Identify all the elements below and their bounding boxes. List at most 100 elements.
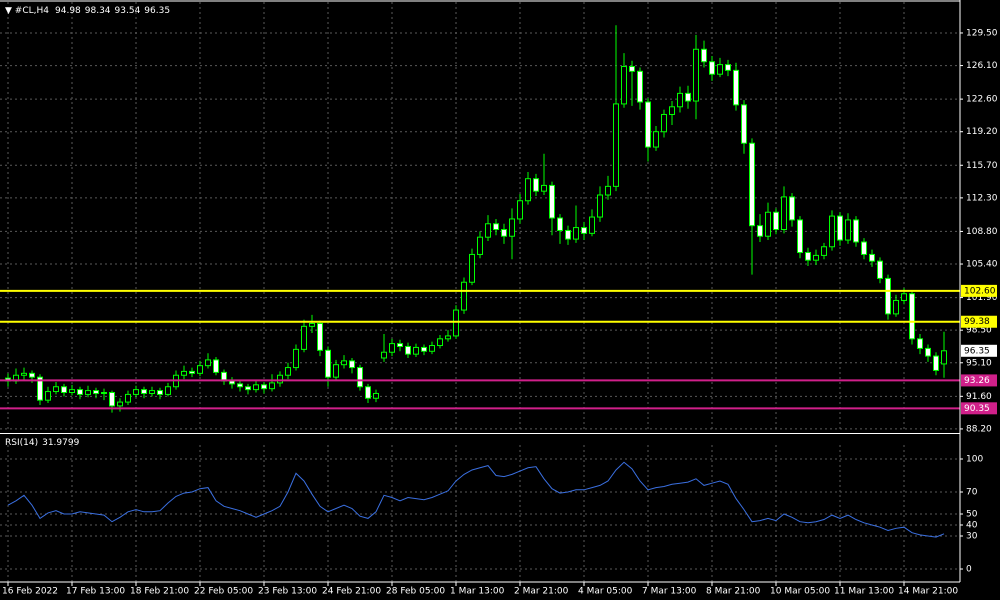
x-tick-label: 28 Feb 05:00 xyxy=(386,587,445,597)
x-tick-label: 8 Mar 21:00 xyxy=(706,587,761,597)
candle-body xyxy=(37,376,43,401)
symbol: #CL,H4 xyxy=(15,6,49,16)
candle-body xyxy=(349,360,355,369)
x-tick-label: 24 Feb 21:00 xyxy=(322,587,381,597)
price-label-box xyxy=(961,344,997,357)
candle-body xyxy=(797,219,803,254)
candle-body xyxy=(429,345,435,352)
candle-body xyxy=(269,382,275,390)
candle-body xyxy=(493,223,499,231)
candle-body xyxy=(525,178,531,202)
x-tick-label: 11 Mar 13:00 xyxy=(834,587,894,597)
candle-body xyxy=(661,113,667,133)
candle-body xyxy=(925,347,931,357)
y-tick-label: 0 xyxy=(966,565,972,575)
candle-body xyxy=(773,211,779,231)
candle-body xyxy=(357,367,363,388)
candle-body xyxy=(469,253,475,283)
y-tick-label: 30 xyxy=(966,532,978,542)
candle-body xyxy=(341,360,347,366)
price-label: 96.35 xyxy=(964,346,990,356)
candle-body xyxy=(549,184,555,219)
candle-body xyxy=(317,322,323,351)
candle-body xyxy=(709,61,715,75)
y-tick-label: 105.40 xyxy=(966,260,998,270)
y-tick-label: 101.90 xyxy=(966,293,998,303)
candle-body xyxy=(277,374,283,384)
candle-body xyxy=(621,66,627,105)
header-low: 93.54 xyxy=(115,6,141,16)
candle-body xyxy=(413,346,419,355)
y-tick-label: 70 xyxy=(966,487,978,497)
candle-body xyxy=(85,390,91,395)
x-tick-label: 10 Mar 05:00 xyxy=(770,587,830,597)
candle-body xyxy=(141,389,147,394)
rsi-line xyxy=(7,461,945,538)
candle-body xyxy=(885,277,891,315)
header-close: 96.35 xyxy=(144,6,170,16)
candle-body xyxy=(813,254,819,261)
header: ▼ #CL,H4 94.98 98.34 93.54 96.35 xyxy=(5,6,170,16)
level-label-box xyxy=(961,374,997,387)
candle-body xyxy=(229,380,235,385)
candle-body xyxy=(589,216,595,234)
candle-body xyxy=(685,92,691,102)
rsi-last: 31.9799 xyxy=(42,438,79,448)
candle-body xyxy=(653,131,659,148)
candle-body xyxy=(245,386,251,391)
candle-body xyxy=(133,389,139,395)
y-tick-label: 50 xyxy=(966,510,978,520)
candle-body xyxy=(613,103,619,187)
marks-layer xyxy=(0,25,960,538)
candle-body xyxy=(597,194,603,218)
x-tick-label: 16 Feb 2022 xyxy=(2,587,58,597)
candle-body xyxy=(213,359,219,373)
y-tick-label: 126.10 xyxy=(966,61,998,71)
candle-body xyxy=(909,293,915,340)
y-tick-label: 40 xyxy=(966,521,978,531)
candle-body xyxy=(645,101,651,148)
candle-body xyxy=(149,390,155,394)
candle-body xyxy=(565,229,571,240)
candle-body xyxy=(477,236,483,255)
grid-layer xyxy=(0,2,960,582)
x-tick-label: 4 Mar 05:00 xyxy=(578,587,633,597)
candle-body xyxy=(517,200,523,220)
candle-body xyxy=(533,178,539,192)
x-tick-label: 1 Mar 13:00 xyxy=(450,587,505,597)
x-tick-label: 2 Mar 21:00 xyxy=(514,587,569,597)
candle-body xyxy=(53,386,59,393)
header-open: 94.98 xyxy=(55,6,81,16)
candle-body xyxy=(741,104,747,144)
candle-body xyxy=(45,391,51,401)
level-label-box xyxy=(961,315,997,328)
candle-body xyxy=(789,196,795,221)
candle-body xyxy=(509,218,515,237)
y-tick-label: 129.50 xyxy=(966,28,998,38)
level-label: 93.26 xyxy=(964,376,990,386)
x-tick-label: 7 Mar 13:00 xyxy=(642,587,697,597)
candle-body xyxy=(237,383,243,388)
y-tick-label: 95.10 xyxy=(966,358,992,368)
candle-body xyxy=(749,142,755,227)
candle-body xyxy=(765,211,771,237)
candle-body xyxy=(101,391,107,394)
candle-body xyxy=(69,389,75,393)
level-label: 99.38 xyxy=(964,317,990,327)
candle-body xyxy=(877,260,883,279)
candle-body xyxy=(285,367,291,376)
candle-body xyxy=(573,227,579,240)
level-label: 90.35 xyxy=(964,404,990,414)
candle-body xyxy=(541,184,547,192)
y-tick-label: 122.60 xyxy=(966,95,998,105)
candle-body xyxy=(829,215,835,248)
y-tick-label: 108.80 xyxy=(966,227,998,237)
candle-body xyxy=(181,370,187,376)
candle-body xyxy=(901,293,907,301)
candle-body xyxy=(677,92,683,108)
x-tick-label: 23 Feb 13:00 xyxy=(258,587,317,597)
candle-body xyxy=(757,225,763,237)
candle-body xyxy=(445,335,451,340)
header-high: 98.34 xyxy=(85,6,111,16)
